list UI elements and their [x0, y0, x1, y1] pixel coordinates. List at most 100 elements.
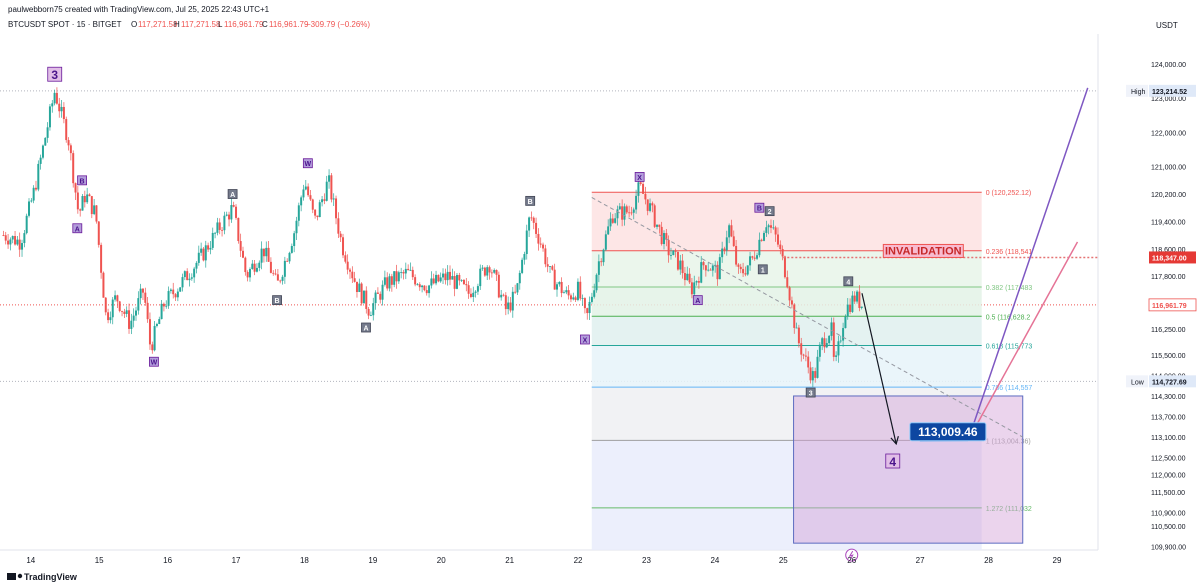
- candle-body: [474, 291, 477, 293]
- low-label: L: [218, 20, 223, 29]
- candle-body: [674, 250, 677, 252]
- candle-body: [137, 298, 140, 311]
- price-axis[interactable]: 124,000.00 123,000.00 122,000.00 121,000.00…: [1126, 62, 1197, 552]
- candle-body: [718, 257, 721, 280]
- candle-body: [167, 291, 170, 306]
- wave-label: 4: [889, 455, 896, 469]
- candle-body: [625, 206, 628, 213]
- candle-body: [165, 305, 168, 307]
- candle-body: [779, 244, 782, 250]
- candle-body: [483, 267, 486, 276]
- target-zone[interactable]: [793, 395, 1024, 544]
- target-badge[interactable]: [909, 422, 987, 442]
- candle-body: [676, 251, 679, 270]
- trend-line[interactable]: [591, 197, 1023, 438]
- drawing-tools[interactable]: INVALIDATION 113,009.46: [591, 87, 1098, 562]
- wave-label: A: [75, 226, 80, 233]
- projection-arrow-shaft[interactable]: [861, 293, 897, 445]
- tradingview-logo[interactable]: TradingView: [7, 572, 78, 582]
- wave-label-box: [227, 189, 238, 199]
- candle-body: [65, 119, 68, 141]
- candle-body: [825, 343, 828, 348]
- fib-zone: [591, 192, 982, 251]
- time-axis[interactable]: 14 15 16 17 18 19 20 21 22 23 24 25 26 27 28 29: [26, 556, 1062, 565]
- candle-body: [323, 199, 326, 201]
- fib-level-label: 0.236 (118,541: [986, 249, 1033, 256]
- wave-label-box: [302, 158, 313, 169]
- candle-body: [381, 284, 384, 300]
- candle-body: [576, 281, 579, 300]
- candle-body: [469, 293, 472, 298]
- candle-body: [369, 315, 372, 317]
- change-value: −309.79 (−0.26%): [306, 20, 370, 29]
- candle-body: [628, 212, 631, 214]
- candle-body: [111, 299, 114, 318]
- close-value: 116,961.79: [269, 20, 309, 29]
- candle-body: [593, 290, 596, 297]
- candle-body: [348, 269, 351, 272]
- candle-body: [402, 272, 405, 274]
- candle-body: [230, 205, 233, 220]
- candle-body: [300, 197, 303, 206]
- candle-body: [844, 316, 847, 329]
- fib-level-label: 0.618 (115,773: [986, 344, 1033, 351]
- candle-body: [430, 278, 433, 286]
- projection-line[interactable]: [967, 87, 1089, 441]
- candle-body: [46, 127, 49, 138]
- candle-body: [74, 183, 77, 193]
- price-tick-label: 122,000.00: [1151, 130, 1186, 137]
- invalidation-label: INVALIDATION: [885, 245, 962, 257]
- candle-body: [218, 222, 221, 230]
- candle-body: [539, 243, 542, 245]
- candle-body: [707, 269, 710, 271]
- candle-body: [4, 235, 7, 241]
- price-tick-label: 121,000.00: [1151, 165, 1186, 172]
- wave-label-box: [149, 356, 159, 367]
- candle-body: [293, 233, 296, 247]
- time-tick-label: 25: [779, 556, 788, 565]
- invalidation-label-box[interactable]: [882, 243, 964, 258]
- wave-label: B: [528, 199, 533, 206]
- open-label: O: [131, 20, 137, 29]
- currency-label[interactable]: USDT: [1156, 21, 1178, 30]
- fib-level-label: 1.272 (111,032: [986, 506, 1032, 513]
- wave-label: A: [363, 326, 368, 333]
- candle-body: [304, 186, 307, 190]
- candle-body: [630, 212, 633, 214]
- candle-body: [72, 153, 75, 184]
- candle-body: [746, 265, 749, 275]
- candle-body: [804, 355, 807, 357]
- candle-body: [518, 272, 521, 284]
- candle-body: [721, 248, 724, 258]
- wave-label-box: [634, 172, 645, 182]
- candle-body: [572, 297, 575, 300]
- candle-body: [695, 281, 698, 283]
- candle-body: [609, 218, 612, 227]
- candle-body: [683, 273, 686, 281]
- candle-body: [737, 264, 740, 267]
- candle-body: [590, 296, 593, 302]
- candle-body: [525, 230, 528, 255]
- projection-line[interactable]: [967, 241, 1079, 441]
- candle-body: [97, 221, 100, 245]
- candle-body: [486, 267, 489, 276]
- candle-body: [195, 262, 198, 269]
- candle-body: [583, 298, 586, 309]
- price-tick-label: 116,250.00: [1151, 327, 1186, 334]
- candle-body: [407, 268, 410, 271]
- candle-body: [279, 280, 282, 282]
- symbol-title[interactable]: BTCUSDT SPOT · 15 · BITGET: [8, 20, 122, 29]
- candle-body: [818, 344, 821, 357]
- candle-body: [262, 248, 265, 257]
- candle-body: [795, 327, 798, 329]
- candle-body: [404, 268, 407, 274]
- candle-body: [228, 214, 231, 220]
- candle-body: [697, 281, 700, 283]
- candle-body: [442, 273, 445, 278]
- candle-body: [444, 273, 447, 281]
- candle-body: [190, 277, 193, 279]
- fib-level-label: 0.5 (116,628.2: [986, 314, 1031, 321]
- candle-body: [307, 186, 310, 196]
